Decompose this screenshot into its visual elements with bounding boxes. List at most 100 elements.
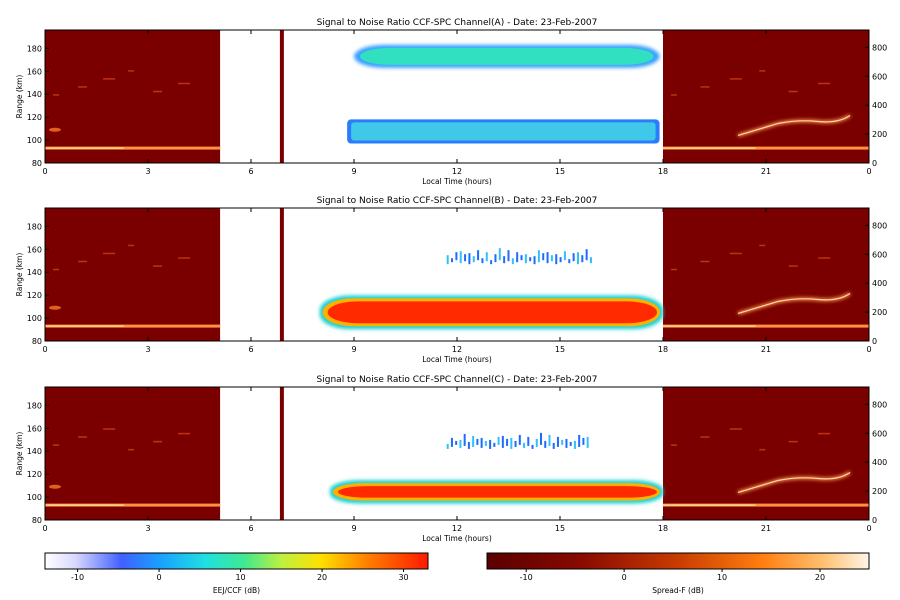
spreadf-streak	[153, 265, 163, 267]
y-axis-label: Range (km)	[15, 75, 24, 119]
spreadf-streak	[759, 448, 766, 451]
ccf-sparse-echo	[463, 433, 466, 446]
ccf-sparse-echo	[511, 258, 514, 265]
colorbar-ccf: -10 0 10 20 30 EEJ/CCF (dB)	[44, 552, 429, 595]
ccf-sparse-echo	[446, 443, 449, 449]
colorbar-tick-label: 20	[317, 573, 327, 582]
x-tick-label: 21	[761, 524, 771, 533]
spreadf-streak	[78, 86, 88, 88]
spreadf-plume-core	[737, 292, 851, 315]
x-tick-label: 3	[145, 524, 150, 533]
spreadf-streak	[788, 265, 798, 267]
ccf-sparse-echo	[529, 257, 532, 262]
y2-tick-label: 200	[872, 130, 887, 139]
y-tick-label: 140	[27, 90, 42, 99]
y-tick-label: 140	[27, 447, 42, 456]
spreadf-streak	[788, 440, 798, 443]
spreadf-streak	[128, 244, 135, 247]
x-tick-label: 21	[761, 345, 771, 354]
e-region-echo-line	[45, 324, 221, 328]
heatmap-panel-b: 0 3 6 9 12 15 18 21 0801001201401601800200400600…	[15, 196, 887, 364]
spreadf-streak	[103, 78, 116, 80]
spreadf-streak	[78, 260, 88, 263]
e-region-echo-core	[663, 147, 756, 149]
y-tick-label: 120	[27, 113, 42, 122]
spreadf-streak	[671, 268, 677, 271]
ccf-sparse-echo	[544, 440, 547, 448]
x-tick-label: 12	[452, 345, 462, 354]
colorbar-gradient	[486, 552, 870, 570]
y2-tick-label: 400	[872, 279, 887, 288]
ccf-start-marker	[279, 208, 284, 341]
x-tick-label: 21	[761, 167, 771, 176]
y-tick-label: 160	[27, 245, 42, 254]
e-region-echo-line	[45, 503, 221, 507]
y-axis-label: Range (km)	[15, 253, 24, 297]
colorbar-tick-label: -10	[520, 573, 533, 582]
x-tick-label: 9	[351, 167, 356, 176]
e-region-echo-core	[45, 147, 124, 149]
ccf-sparse-echo	[455, 252, 458, 261]
e-region-echo-line	[663, 324, 869, 328]
spreadf-segment	[45, 30, 221, 163]
ccf-sparse-echo	[468, 253, 471, 265]
ccf-sparse-echo	[451, 258, 454, 263]
x-tick-label: 3	[145, 167, 150, 176]
ccf-sparse-echo	[585, 249, 588, 261]
spreadf-streak	[700, 260, 710, 263]
spreadf-plume-core	[737, 114, 851, 137]
ccf-sparse-echo	[489, 439, 492, 449]
ccf-sparse-echo	[450, 437, 453, 447]
y-tick-label: 180	[27, 222, 42, 231]
e-region-echo-line	[663, 503, 869, 507]
ccf-sparse-echo	[514, 440, 517, 447]
spreadf-streak	[671, 444, 677, 446]
x-tick-label: 0	[42, 524, 47, 533]
y2-tick-label: 800	[872, 43, 887, 52]
e-region-echo-core	[663, 504, 756, 506]
spreadf-streak	[128, 70, 135, 72]
spreadf-streak	[788, 90, 798, 93]
e-region-echo-line	[45, 146, 221, 150]
ccf-sparse-echo	[507, 250, 510, 262]
x-tick-label: 0	[42, 167, 47, 176]
e-region-echo-core	[663, 325, 756, 327]
x-tick-label: 9	[351, 345, 356, 354]
spreadf-streak	[818, 257, 831, 259]
ccf-sparse-echo	[589, 257, 592, 264]
y-tick-label: 80	[32, 516, 42, 525]
ccf-sparse-echo	[501, 435, 504, 448]
ccf-sparse-echo	[556, 436, 559, 447]
x-tick-label: 6	[248, 167, 253, 176]
spreadf-streak	[53, 94, 59, 96]
spreadf-streak	[700, 86, 710, 88]
ccf-sparse-echo	[572, 253, 575, 262]
spreadf-streak	[153, 90, 163, 93]
spreadf-streak	[78, 436, 88, 438]
chart-title: Signal to Noise Ratio CCF-SPC Channel(A)…	[317, 18, 598, 28]
spreadf-streak	[178, 432, 191, 435]
ccf-sparse-echo	[510, 437, 513, 449]
x-tick-label: 6	[248, 524, 253, 533]
spreadf-streak	[178, 82, 191, 85]
ccf-sparse-echo	[523, 442, 526, 448]
spreadf-streak	[53, 444, 59, 446]
ccf-sparse-echo	[568, 259, 571, 264]
ccf-layer	[327, 301, 657, 324]
ccf-sparse-echo	[546, 252, 549, 264]
heatmap-panel-c: 0 3 6 9 12 15 18 21 0801001201401601800200400600…	[15, 375, 887, 543]
x-tick-label: 0	[42, 345, 47, 354]
e-region-echo-core	[45, 325, 124, 327]
ccf-sparse-echo	[524, 254, 527, 264]
spreadf-streak	[818, 432, 831, 435]
x-axis-label: Local Time (hours)	[422, 355, 492, 364]
x-tick-label: 15	[555, 167, 565, 176]
y-tick-label: 120	[27, 291, 42, 300]
colorbar-tick-label: 10	[235, 573, 245, 582]
ccf-start-marker	[279, 30, 284, 163]
spreadf-segment	[45, 387, 221, 520]
y-tick-label: 80	[32, 337, 42, 346]
ccf-sparse-echo	[569, 441, 572, 446]
colorbar-tick-label: 30	[398, 573, 408, 582]
colorbar-label: EEJ/CCF (dB)	[213, 586, 260, 595]
